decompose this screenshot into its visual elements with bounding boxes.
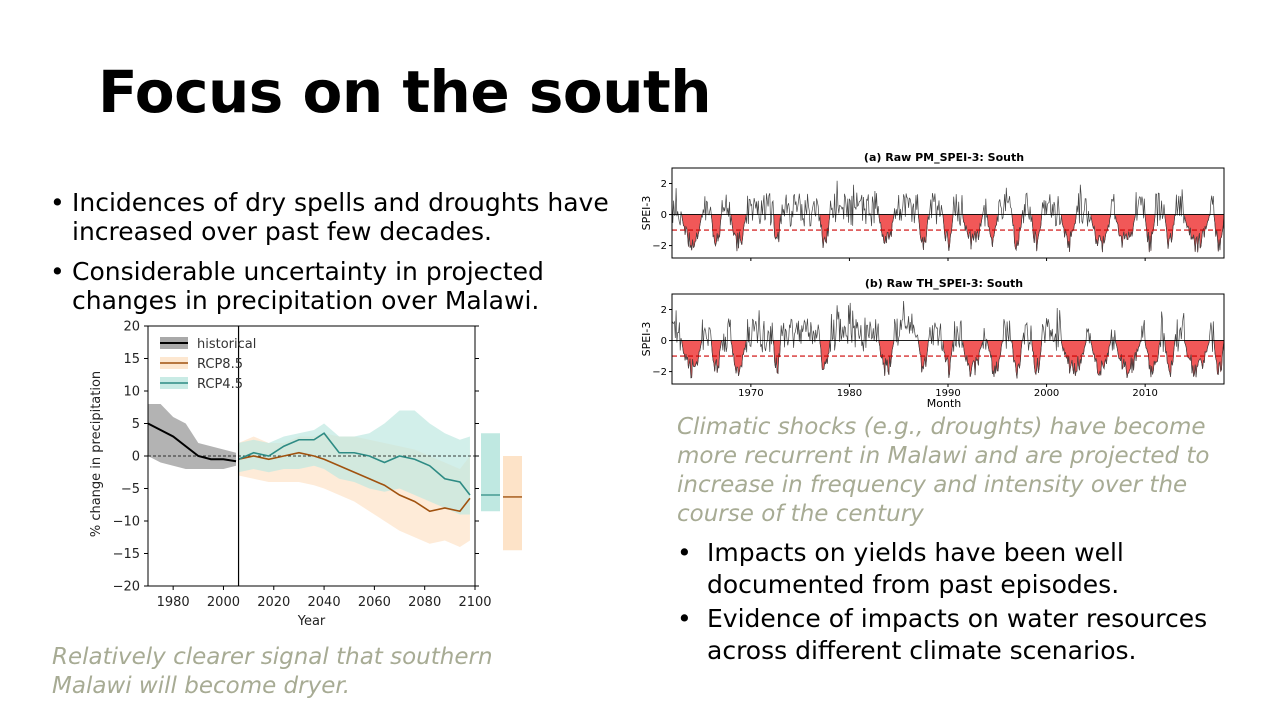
y-tick-label: 15 xyxy=(123,352,140,367)
series-line-rcp45 xyxy=(238,432,471,496)
legend-label: RCP4.5 xyxy=(197,377,243,392)
y-tick-label: −5 xyxy=(121,482,140,497)
bullet-item: Evidence of impacts on water resources a… xyxy=(677,603,1277,667)
x-tick-label: 1990 xyxy=(935,388,960,399)
x-tick-label: 2000 xyxy=(1034,388,1059,399)
series-band-historical xyxy=(148,404,237,469)
series-line-rcp85 xyxy=(238,451,471,513)
panel-title-a: (a) Raw PM_SPEI-3: South xyxy=(864,151,1024,164)
y-tick-label: −15 xyxy=(113,547,140,562)
y-tick-label-a: 0 xyxy=(661,210,667,221)
drought-period-fill xyxy=(987,340,1003,377)
drought-period-fill xyxy=(1061,214,1077,252)
spei-drought-charts: (a) Raw PM_SPEI-3: South −2 0 2 SPEI-3 (b) Ra… xyxy=(640,151,1225,410)
y-tick-label: 20 xyxy=(123,320,140,335)
y-tick-label: 0 xyxy=(132,450,140,465)
drought-period-fill xyxy=(987,214,998,247)
x-tick-label: 2020 xyxy=(257,595,290,610)
spei-series-line-a xyxy=(671,180,1225,253)
drought-period-fill xyxy=(1184,340,1210,378)
y-tick-label-b: −2 xyxy=(652,367,667,378)
series-band-rcp45 xyxy=(238,410,470,515)
y-tick-label-a: −2 xyxy=(652,241,667,252)
x-tick-label: 2100 xyxy=(458,595,491,610)
drought-period-fill xyxy=(730,340,747,376)
caption-climatic-shocks: Climatic shocks (e.g., droughts) have be… xyxy=(677,414,1210,527)
y-tick-label: 5 xyxy=(132,417,140,432)
bullet-item: Considerable uncertainty in projected ch… xyxy=(50,257,630,315)
y-tick-label: 10 xyxy=(123,385,140,400)
x-tick-label: 1970 xyxy=(738,388,763,399)
y-tick-label-b: 0 xyxy=(661,336,667,347)
x-tick-label: 2010 xyxy=(1132,388,1157,399)
bullet-item: Impacts on yields have been well documen… xyxy=(677,537,1277,601)
x-tick-label: 2060 xyxy=(358,595,391,610)
slide-title: Focus on the south xyxy=(98,58,712,126)
x-tick-label: 2040 xyxy=(308,595,341,610)
bullet-item: Incidences of dry spells and droughts ha… xyxy=(50,188,630,246)
legend-label: historical xyxy=(197,337,256,352)
series-line-historical xyxy=(147,422,237,463)
panel-title-b: (b) Raw TH_SPEI-3: South xyxy=(865,277,1023,290)
y-tick-label: −20 xyxy=(113,580,140,595)
x-axis-label: Month xyxy=(927,397,962,410)
x-tick-label: 2080 xyxy=(408,595,441,610)
drought-period-fill xyxy=(1184,214,1210,253)
caption-southern-signal: Relatively clearer signal that southern … xyxy=(52,644,493,699)
left-bullet-list: Incidences of dry spells and droughts ha… xyxy=(50,188,630,326)
y-axis-label: % change in precipitation xyxy=(89,371,104,537)
end-of-century-bar-rcp85 xyxy=(503,456,522,551)
drought-period-fill xyxy=(1164,214,1176,249)
x-tick-label: 2000 xyxy=(207,595,240,610)
y-axis-label-a: SPEI-3 xyxy=(640,196,653,231)
x-tick-label: 1980 xyxy=(837,388,862,399)
y-tick-label: −10 xyxy=(113,515,140,530)
end-of-century-bar-rcp45 xyxy=(481,433,500,512)
legend-label: RCP8.5 xyxy=(197,357,243,372)
y-axis-label-b: SPEI-3 xyxy=(640,322,653,357)
drought-period-fill xyxy=(1011,214,1023,252)
y-tick-label-a: 2 xyxy=(661,179,667,190)
x-tick-label: 1980 xyxy=(157,595,190,610)
spei-series-line-b xyxy=(671,300,1225,379)
precipitation-change-chart: 1980 2000 2020 2040 2060 2080 2100 −20 −15 −10 −5 0… xyxy=(89,320,522,629)
y-tick-label-b: 2 xyxy=(661,305,667,316)
drought-period-fill xyxy=(1090,214,1111,253)
right-bullet-list: Impacts on yields have been well documen… xyxy=(677,537,1277,669)
x-axis-label: Year xyxy=(297,614,326,629)
